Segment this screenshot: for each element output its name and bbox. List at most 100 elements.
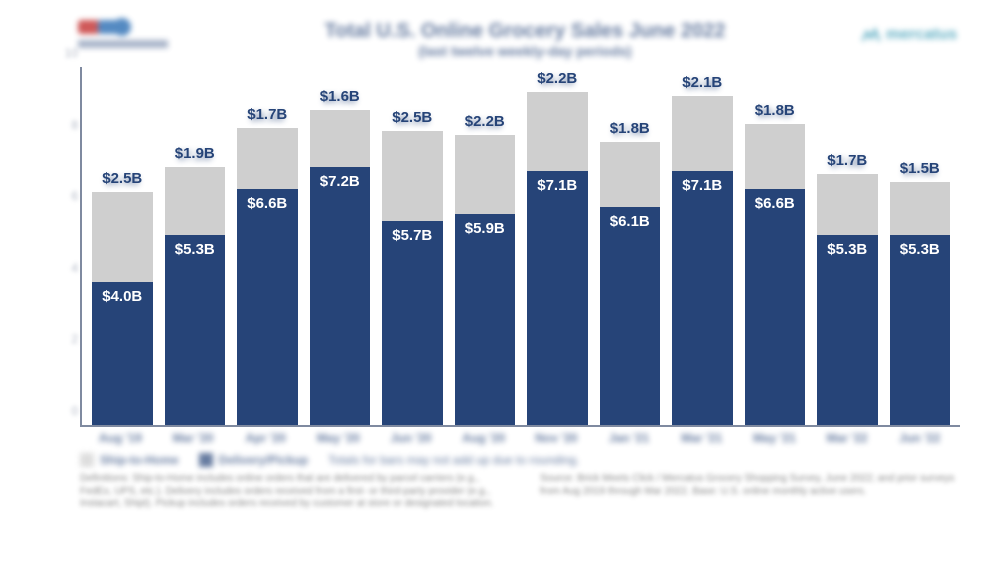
bar-group: $7.0B$5.3B$1.7B — [813, 67, 882, 425]
y-tick: 0 — [54, 404, 78, 418]
x-axis-labels: Aug '19 Mar '20Apr '20 May '20 Jun '20Aug '… — [80, 427, 960, 445]
x-label: Apr '20 — [231, 431, 300, 445]
bar-stack: $4.0B $2.5B — [92, 192, 153, 425]
x-label: Mar '21 — [667, 431, 736, 445]
segment-ship-to-home: $1.7B — [817, 174, 878, 235]
bar-group: $6.5B$4.0B$2.5B — [88, 67, 157, 425]
bars-container: $6.5B$4.0B$2.5B$7.2B$5.3B$1.9B$8.3B$6.6B… — [82, 67, 960, 425]
segment-label: $6.6B — [745, 195, 806, 212]
segment-label: $1.8B — [745, 102, 806, 119]
x-label: Mar '20 — [159, 431, 228, 445]
segment-ship-to-home: $1.8B — [600, 142, 661, 206]
segment-label: $7.2B — [310, 173, 371, 190]
segment-ship-to-home: $2.5B — [382, 131, 443, 220]
x-label: Jun '20 — [377, 431, 446, 445]
segment-label: $5.3B — [890, 241, 951, 258]
segment-pickup-delivery: $5.7B — [382, 221, 443, 425]
segment-label: $4.0B — [92, 288, 153, 305]
segment-label: $1.8B — [600, 120, 661, 137]
segment-label: $5.7B — [382, 227, 443, 244]
segment-label: $5.3B — [817, 241, 878, 258]
segment-pickup-delivery: $5.9B — [455, 214, 516, 425]
bar-group: $6.8B$5.3B$1.5B — [886, 67, 955, 425]
chart-container: Total U.S. Online Grocery Sales June 202… — [70, 20, 980, 540]
bar-stack: $6.6B $1.7B — [237, 128, 298, 425]
segment-label: $2.2B — [455, 113, 516, 130]
segment-label: $1.6B — [310, 88, 371, 105]
bar-stack: $5.3B $1.5B — [890, 182, 951, 425]
segment-label: $2.2B — [527, 70, 588, 87]
x-label: Jan '21 — [595, 431, 664, 445]
segment-pickup-delivery: $7.2B — [310, 167, 371, 425]
segment-label: $1.7B — [237, 106, 298, 123]
y-axis-ticks: 0246810 — [54, 67, 78, 425]
bar-group: $7.2B$5.3B$1.9B — [161, 67, 230, 425]
segment-ship-to-home: $2.1B — [672, 96, 733, 171]
bar-group: $7.9B$6.1B$1.8B — [596, 67, 665, 425]
chart-subtitle: (last twelve weekly-day periods) — [70, 43, 980, 59]
segment-ship-to-home: $2.2B — [527, 92, 588, 171]
segment-label: $1.9B — [165, 145, 226, 162]
segment-label: $5.9B — [455, 220, 516, 237]
segment-label: $2.5B — [382, 109, 443, 126]
segment-label: $7.1B — [672, 177, 733, 194]
segment-pickup-delivery: $5.3B — [890, 235, 951, 425]
x-label: Aug '19 — [86, 431, 155, 445]
y-tick: 8 — [54, 118, 78, 132]
segment-label: $6.6B — [237, 195, 298, 212]
bar-stack: $5.9B $2.2B — [455, 135, 516, 425]
plot-area: 0246810 $6.5B$4.0B$2.5B$7.2B$5.3B$1.9B$8… — [80, 67, 960, 427]
x-label: Mar '22 — [813, 431, 882, 445]
legend-note: Totals for bars may not add up due to ro… — [328, 453, 580, 467]
x-label: Nov '20 — [522, 431, 591, 445]
segment-label: $6.1B — [600, 213, 661, 230]
bar-stack: $6.1B $1.8B — [600, 142, 661, 425]
y-tick: 2 — [54, 332, 78, 346]
segment-pickup-delivery: $5.3B — [165, 235, 226, 425]
bar-group: $8.2B$5.7B$2.5B — [378, 67, 447, 425]
bar-stack: $5.3B $1.9B — [165, 167, 226, 425]
legend-item-ship: Ship-to-Home — [80, 453, 179, 467]
x-label: May '20 — [304, 431, 373, 445]
segment-ship-to-home: $1.9B — [165, 167, 226, 235]
footnotes: Definitions: Ship-to-Home includes onlin… — [80, 473, 960, 511]
swatch-delivery — [199, 453, 213, 467]
chart-title-block: Total U.S. Online Grocery Sales June 202… — [70, 20, 980, 59]
legend-item-delivery: Delivery/Pickup — [199, 453, 308, 467]
segment-label: $7.1B — [527, 177, 588, 194]
segment-pickup-delivery: $4.0B — [92, 282, 153, 425]
bar-stack: $7.1B $2.2B — [527, 92, 588, 425]
y-tick: 10 — [54, 46, 78, 60]
y-tick: 6 — [54, 189, 78, 203]
segment-pickup-delivery: $6.6B — [237, 189, 298, 425]
bar-stack: $7.2B $1.6B — [310, 110, 371, 425]
bar-group: $8.1B$5.9B$2.2B — [451, 67, 520, 425]
segment-ship-to-home: $1.5B — [890, 182, 951, 236]
swatch-ship — [80, 453, 94, 467]
bar-group: $8.3B$6.6B$1.7B — [233, 67, 302, 425]
legend-label-ship: Ship-to-Home — [100, 453, 179, 467]
segment-ship-to-home: $1.7B — [237, 128, 298, 189]
footnote-right: Source: Brick Meets Click / Mercatus Gro… — [540, 473, 960, 511]
legend-label-delivery: Delivery/Pickup — [219, 453, 308, 467]
bar-group: $9.2B$7.1B$2.1B — [668, 67, 737, 425]
segment-label: $1.7B — [817, 152, 878, 169]
segment-pickup-delivery: $7.1B — [527, 171, 588, 425]
x-label: Jun '22 — [885, 431, 954, 445]
segment-pickup-delivery: $7.1B — [672, 171, 733, 425]
chart-title: Total U.S. Online Grocery Sales June 202… — [70, 20, 980, 43]
segment-ship-to-home: $1.6B — [310, 110, 371, 167]
segment-label: $2.5B — [92, 170, 153, 187]
y-tick: 4 — [54, 261, 78, 275]
x-label: Aug '20 — [449, 431, 518, 445]
bar-group: $9.3B$7.1B$2.2B — [523, 67, 592, 425]
segment-pickup-delivery: $6.1B — [600, 207, 661, 425]
bar-stack: $5.3B $1.7B — [817, 174, 878, 425]
segment-pickup-delivery: $6.6B — [745, 189, 806, 425]
x-label: May '21 — [740, 431, 809, 445]
segment-pickup-delivery: $5.3B — [817, 235, 878, 425]
segment-label: $5.3B — [165, 241, 226, 258]
bar-stack: $7.1B $2.1B — [672, 96, 733, 425]
segment-ship-to-home: $2.5B — [92, 192, 153, 281]
segment-ship-to-home: $2.2B — [455, 135, 516, 214]
